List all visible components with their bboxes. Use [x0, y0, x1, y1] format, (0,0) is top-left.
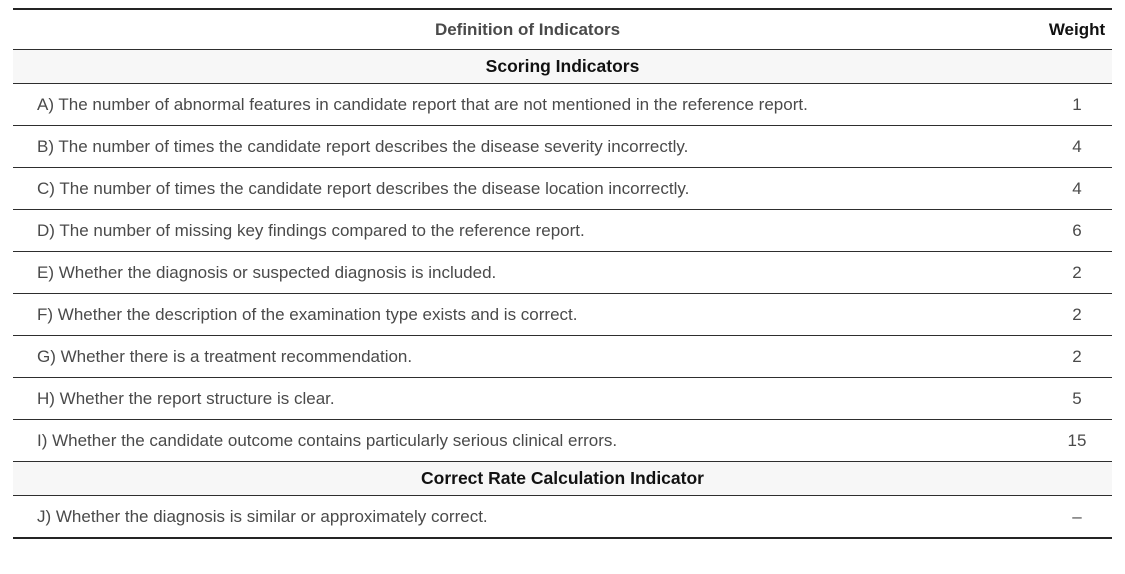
indicators-table: Definition of Indicators Weight Scoring … — [13, 8, 1112, 539]
table-row: B) The number of times the candidate rep… — [13, 125, 1112, 167]
indicator-weight: 6 — [1072, 221, 1082, 240]
indicator-definition: D) The number of missing key findings co… — [37, 221, 585, 240]
indicator-weight: 15 — [1067, 431, 1087, 450]
indicator-definition: B) The number of times the candidate rep… — [37, 137, 689, 156]
definition-column-header: Definition of Indicators — [434, 20, 621, 39]
indicator-definition: I) Whether the candidate outcome contain… — [37, 431, 618, 450]
table-row: G) Whether there is a treatment recommen… — [13, 335, 1112, 377]
indicator-definition: H) Whether the report structure is clear… — [37, 389, 335, 408]
weight-column-header: Weight — [1048, 20, 1106, 39]
table-header-row: Definition of Indicators Weight — [13, 10, 1112, 49]
table-row: C) The number of times the candidate rep… — [13, 167, 1112, 209]
indicator-definition: J) Whether the diagnosis is similar or a… — [37, 507, 488, 526]
indicator-definition: A) The number of abnormal features in ca… — [37, 95, 808, 114]
table-row: E) Whether the diagnosis or suspected di… — [13, 251, 1112, 293]
section-header: Scoring Indicators — [13, 49, 1112, 83]
indicator-weight: 4 — [1072, 137, 1082, 156]
table-row: F) Whether the description of the examin… — [13, 293, 1112, 335]
indicator-weight: – — [1072, 507, 1082, 526]
indicator-weight: 2 — [1072, 263, 1082, 282]
indicator-definition: E) Whether the diagnosis or suspected di… — [37, 263, 497, 282]
indicator-definition: F) Whether the description of the examin… — [37, 305, 578, 324]
indicator-weight: 4 — [1072, 179, 1082, 198]
table-row: A) The number of abnormal features in ca… — [13, 83, 1112, 125]
table-row: D) The number of missing key findings co… — [13, 209, 1112, 251]
table-row: J) Whether the diagnosis is similar or a… — [13, 495, 1112, 537]
indicator-weight: 1 — [1072, 95, 1082, 114]
indicator-definition: G) Whether there is a treatment recommen… — [37, 347, 413, 366]
section-header: Correct Rate Calculation Indicator — [13, 461, 1112, 495]
indicator-weight: 5 — [1072, 389, 1082, 408]
indicator-weight: 2 — [1072, 305, 1082, 324]
indicator-definition: C) The number of times the candidate rep… — [37, 179, 690, 198]
table-row: H) Whether the report structure is clear… — [13, 377, 1112, 419]
table-row: I) Whether the candidate outcome contain… — [13, 419, 1112, 461]
indicator-weight: 2 — [1072, 347, 1082, 366]
table-body: Scoring Indicators A) The number of abnor… — [13, 49, 1112, 537]
